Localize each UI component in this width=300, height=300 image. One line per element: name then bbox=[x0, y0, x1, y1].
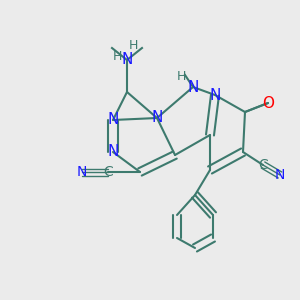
Text: H: H bbox=[176, 70, 186, 83]
Text: N: N bbox=[121, 52, 133, 68]
Text: C: C bbox=[103, 165, 113, 179]
Text: C: C bbox=[258, 158, 268, 172]
Text: N: N bbox=[187, 80, 199, 94]
Text: N: N bbox=[107, 145, 119, 160]
Text: O: O bbox=[262, 95, 274, 110]
Text: N: N bbox=[275, 168, 285, 182]
Text: N: N bbox=[209, 88, 221, 103]
Text: N: N bbox=[151, 110, 163, 125]
Text: H: H bbox=[129, 39, 138, 52]
Text: N: N bbox=[77, 165, 87, 179]
Text: N: N bbox=[107, 112, 119, 128]
Text: H: H bbox=[112, 50, 122, 64]
